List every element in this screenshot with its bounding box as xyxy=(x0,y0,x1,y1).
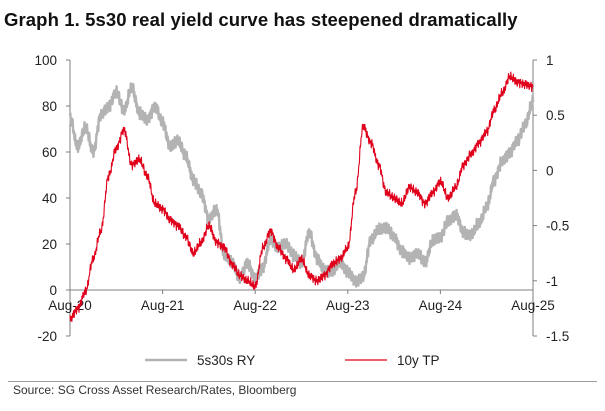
left-tick-label: 20 xyxy=(42,237,57,252)
x-axis: Aug-20 Aug-21 Aug-22 Aug-23 Aug-24 Aug-25 xyxy=(48,289,555,313)
x-tick-label: Aug-20 xyxy=(48,298,92,313)
chart-title: Graph 1. 5s30 real yield curve has steep… xyxy=(4,9,518,30)
source-divider xyxy=(8,381,597,382)
right-tick-label: 0 xyxy=(546,163,554,178)
right-tick-label: -1.5 xyxy=(546,329,569,344)
series-line-tp xyxy=(69,71,534,322)
source-note: Source: SG Cross Asset Research/Rates, B… xyxy=(13,383,297,397)
left-tick-label: -20 xyxy=(37,329,57,344)
right-tick-label: -1 xyxy=(546,274,558,289)
series-line-ry xyxy=(68,82,535,288)
left-tick-label: 60 xyxy=(42,145,57,160)
x-tick-label: Aug-21 xyxy=(141,298,185,313)
right-axis: 1 0.5 0 -0.5 -1 -1.5 xyxy=(532,53,569,344)
legend: 5s30s RY 10y TP xyxy=(145,353,440,368)
series-layer xyxy=(68,71,535,322)
left-tick-label: 0 xyxy=(49,283,57,298)
x-tick-label: Aug-25 xyxy=(511,298,555,313)
x-tick-label: Aug-24 xyxy=(419,298,463,313)
x-tick-label: Aug-22 xyxy=(233,298,277,313)
right-tick-label: 1 xyxy=(546,53,554,68)
right-tick-label: 0.5 xyxy=(546,108,565,123)
left-tick-label: 80 xyxy=(42,99,57,114)
legend-tp-label: 10y TP xyxy=(397,353,440,368)
left-tick-label: 40 xyxy=(42,191,57,206)
x-tick-label: Aug-23 xyxy=(326,298,370,313)
left-tick-label: 100 xyxy=(34,53,57,68)
right-tick-label: -0.5 xyxy=(546,219,569,234)
legend-ry-label: 5s30s RY xyxy=(197,353,255,368)
